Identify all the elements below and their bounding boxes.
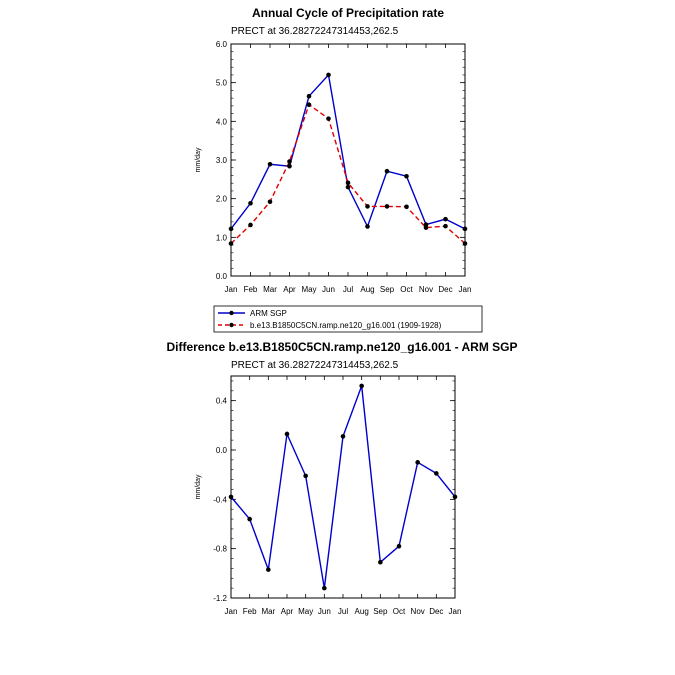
y-tick-label: -1.2 <box>213 594 227 603</box>
x-tick-label: Jul <box>343 285 353 294</box>
x-tick-label: Feb <box>243 607 257 616</box>
data-point <box>247 516 252 522</box>
plot-area: Jan Feb Mar Apr May Jun Jul Aug Sep Oct Nov Dec Jan 0… <box>216 40 472 294</box>
y-tick-label: 3.0 <box>216 156 228 165</box>
data-point <box>322 585 327 591</box>
data-point <box>404 204 409 210</box>
y-axis-label: mm/day <box>195 474 202 499</box>
x-tick-label: Jun <box>318 607 331 616</box>
data-point <box>423 225 429 230</box>
y-tick-label: 0.0 <box>216 272 228 281</box>
x-tick-label: Dec <box>429 607 443 616</box>
x-tick-label: Jun <box>322 285 335 294</box>
x-tick-label: Sep <box>380 285 395 294</box>
data-point <box>340 434 346 439</box>
data-point <box>452 494 458 500</box>
x-tick-label: Feb <box>244 285 258 294</box>
annual-cycle-chart: Annual Cycle of Precipitation rate PRECT… <box>195 6 471 294</box>
legend-marker-arm-sgp <box>229 310 234 316</box>
y-tick-label: -0.8 <box>213 545 227 554</box>
data-point <box>287 163 292 169</box>
x-tick-label: Mar <box>261 607 275 616</box>
data-point <box>462 241 468 246</box>
legend-marker-model <box>229 322 234 328</box>
y-tick-label: 5.0 <box>216 79 228 88</box>
x-tick-label: Dec <box>438 285 452 294</box>
difference-chart: Difference b.e13.B1850C5CN.ramp.ne120_g1… <box>166 340 517 616</box>
y-axis-label: mm/day <box>195 147 202 172</box>
x-tick-label: Sep <box>373 607 388 616</box>
y-tick-label: 0.0 <box>216 446 228 455</box>
data-point <box>303 473 308 479</box>
plot-area: Jan Feb Mar Apr May Jun Jul Aug Sep Oct Nov Dec Jan -… <box>213 375 462 616</box>
y-tick-label: 0.4 <box>216 397 228 406</box>
data-point <box>248 201 253 206</box>
data-point <box>384 204 390 209</box>
data-point <box>404 173 409 179</box>
legend-box <box>213 305 483 333</box>
x-tick-label: Apr <box>281 607 294 616</box>
x-tick-label: Jul <box>338 607 348 616</box>
x-tick-label: Nov <box>411 607 425 616</box>
x-tick-label: Jan <box>225 607 238 616</box>
data-point <box>359 383 364 389</box>
x-tick-label: May <box>301 285 316 294</box>
data-point <box>266 567 271 572</box>
legend-label-arm-sgp: ARM SGP <box>250 309 287 318</box>
x-tick-label: Jan <box>459 285 472 294</box>
data-point <box>345 184 351 190</box>
data-point <box>443 223 448 229</box>
y-tick-label: 2.0 <box>216 195 228 204</box>
legend: ARM SGP b.e13.B1850C5CN.ramp.ne120_g16.0… <box>213 305 483 333</box>
data-point <box>284 431 290 437</box>
data-point <box>228 241 234 246</box>
y-tick-label: -0.4 <box>213 495 227 504</box>
data-point <box>434 471 439 476</box>
data-point <box>326 72 331 78</box>
x-tick-label: Apr <box>283 285 296 294</box>
data-point <box>326 116 331 121</box>
chart-title: Annual Cycle of Precipitation rate <box>252 6 444 20</box>
x-tick-label: Jan <box>225 285 238 294</box>
x-tick-label: Oct <box>400 285 413 294</box>
chart-title: Difference b.e13.B1850C5CN.ramp.ne120_g1… <box>166 340 517 354</box>
chart-subtitle: PRECT at 36.28272247314453,262.5 <box>231 360 399 371</box>
x-tick-label: Nov <box>419 285 433 294</box>
legend-label-model: b.e13.B1850C5CN.ramp.ne120_g16.001 (1909… <box>250 321 442 330</box>
x-tick-label: May <box>298 607 313 616</box>
x-tick-label: Jan <box>449 607 462 616</box>
data-point <box>378 559 383 565</box>
plot-frame <box>230 375 456 599</box>
series-line-1 <box>230 385 456 589</box>
y-tick-label: 4.0 <box>216 117 228 126</box>
data-point <box>462 226 468 232</box>
series-line-2 <box>230 103 466 245</box>
data-point <box>248 222 253 228</box>
data-point <box>267 161 273 167</box>
data-point <box>345 180 351 186</box>
data-point <box>228 226 234 232</box>
data-point <box>287 159 292 164</box>
x-tick-label: Oct <box>393 607 406 616</box>
data-point <box>384 168 390 174</box>
data-point <box>306 102 312 108</box>
data-point <box>443 216 448 222</box>
data-point <box>365 204 370 209</box>
chart-subtitle: PRECT at 36.28272247314453,262.5 <box>231 26 399 37</box>
data-point <box>228 494 234 500</box>
data-point <box>396 543 402 549</box>
data-point <box>415 460 420 465</box>
data-point <box>267 199 273 205</box>
data-point <box>306 93 312 99</box>
y-tick-label: 6.0 <box>216 40 228 49</box>
data-point <box>365 224 370 229</box>
plot-frame <box>230 43 466 277</box>
x-tick-label: Aug <box>355 607 369 616</box>
x-tick-label: Aug <box>360 285 374 294</box>
x-tick-label: Mar <box>263 285 277 294</box>
y-tick-label: 1.0 <box>216 233 228 242</box>
